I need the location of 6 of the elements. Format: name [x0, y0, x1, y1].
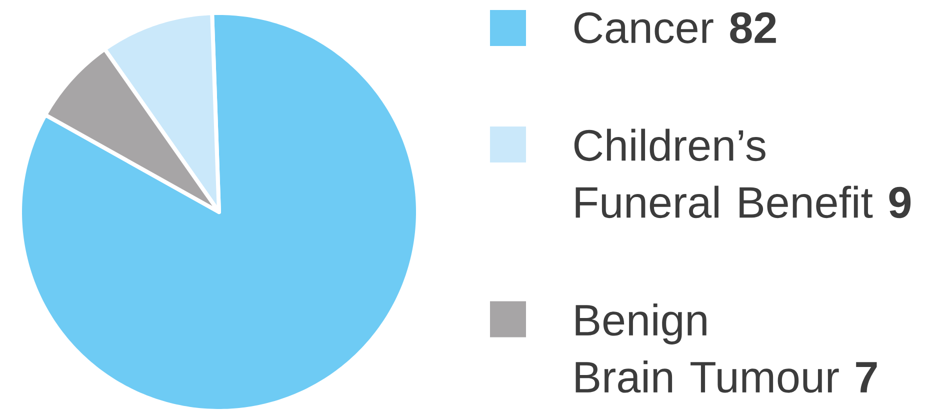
legend-label: Cancer [574, 12, 714, 44]
legend-label: Children’s Funeral Benefit [574, 128, 873, 218]
legend-label: Benign Brain Tumour [576, 303, 839, 393]
data-label: 82 [730, 12, 776, 44]
data-label: 7 [856, 362, 877, 392]
data-label: 9 [889, 186, 911, 218]
